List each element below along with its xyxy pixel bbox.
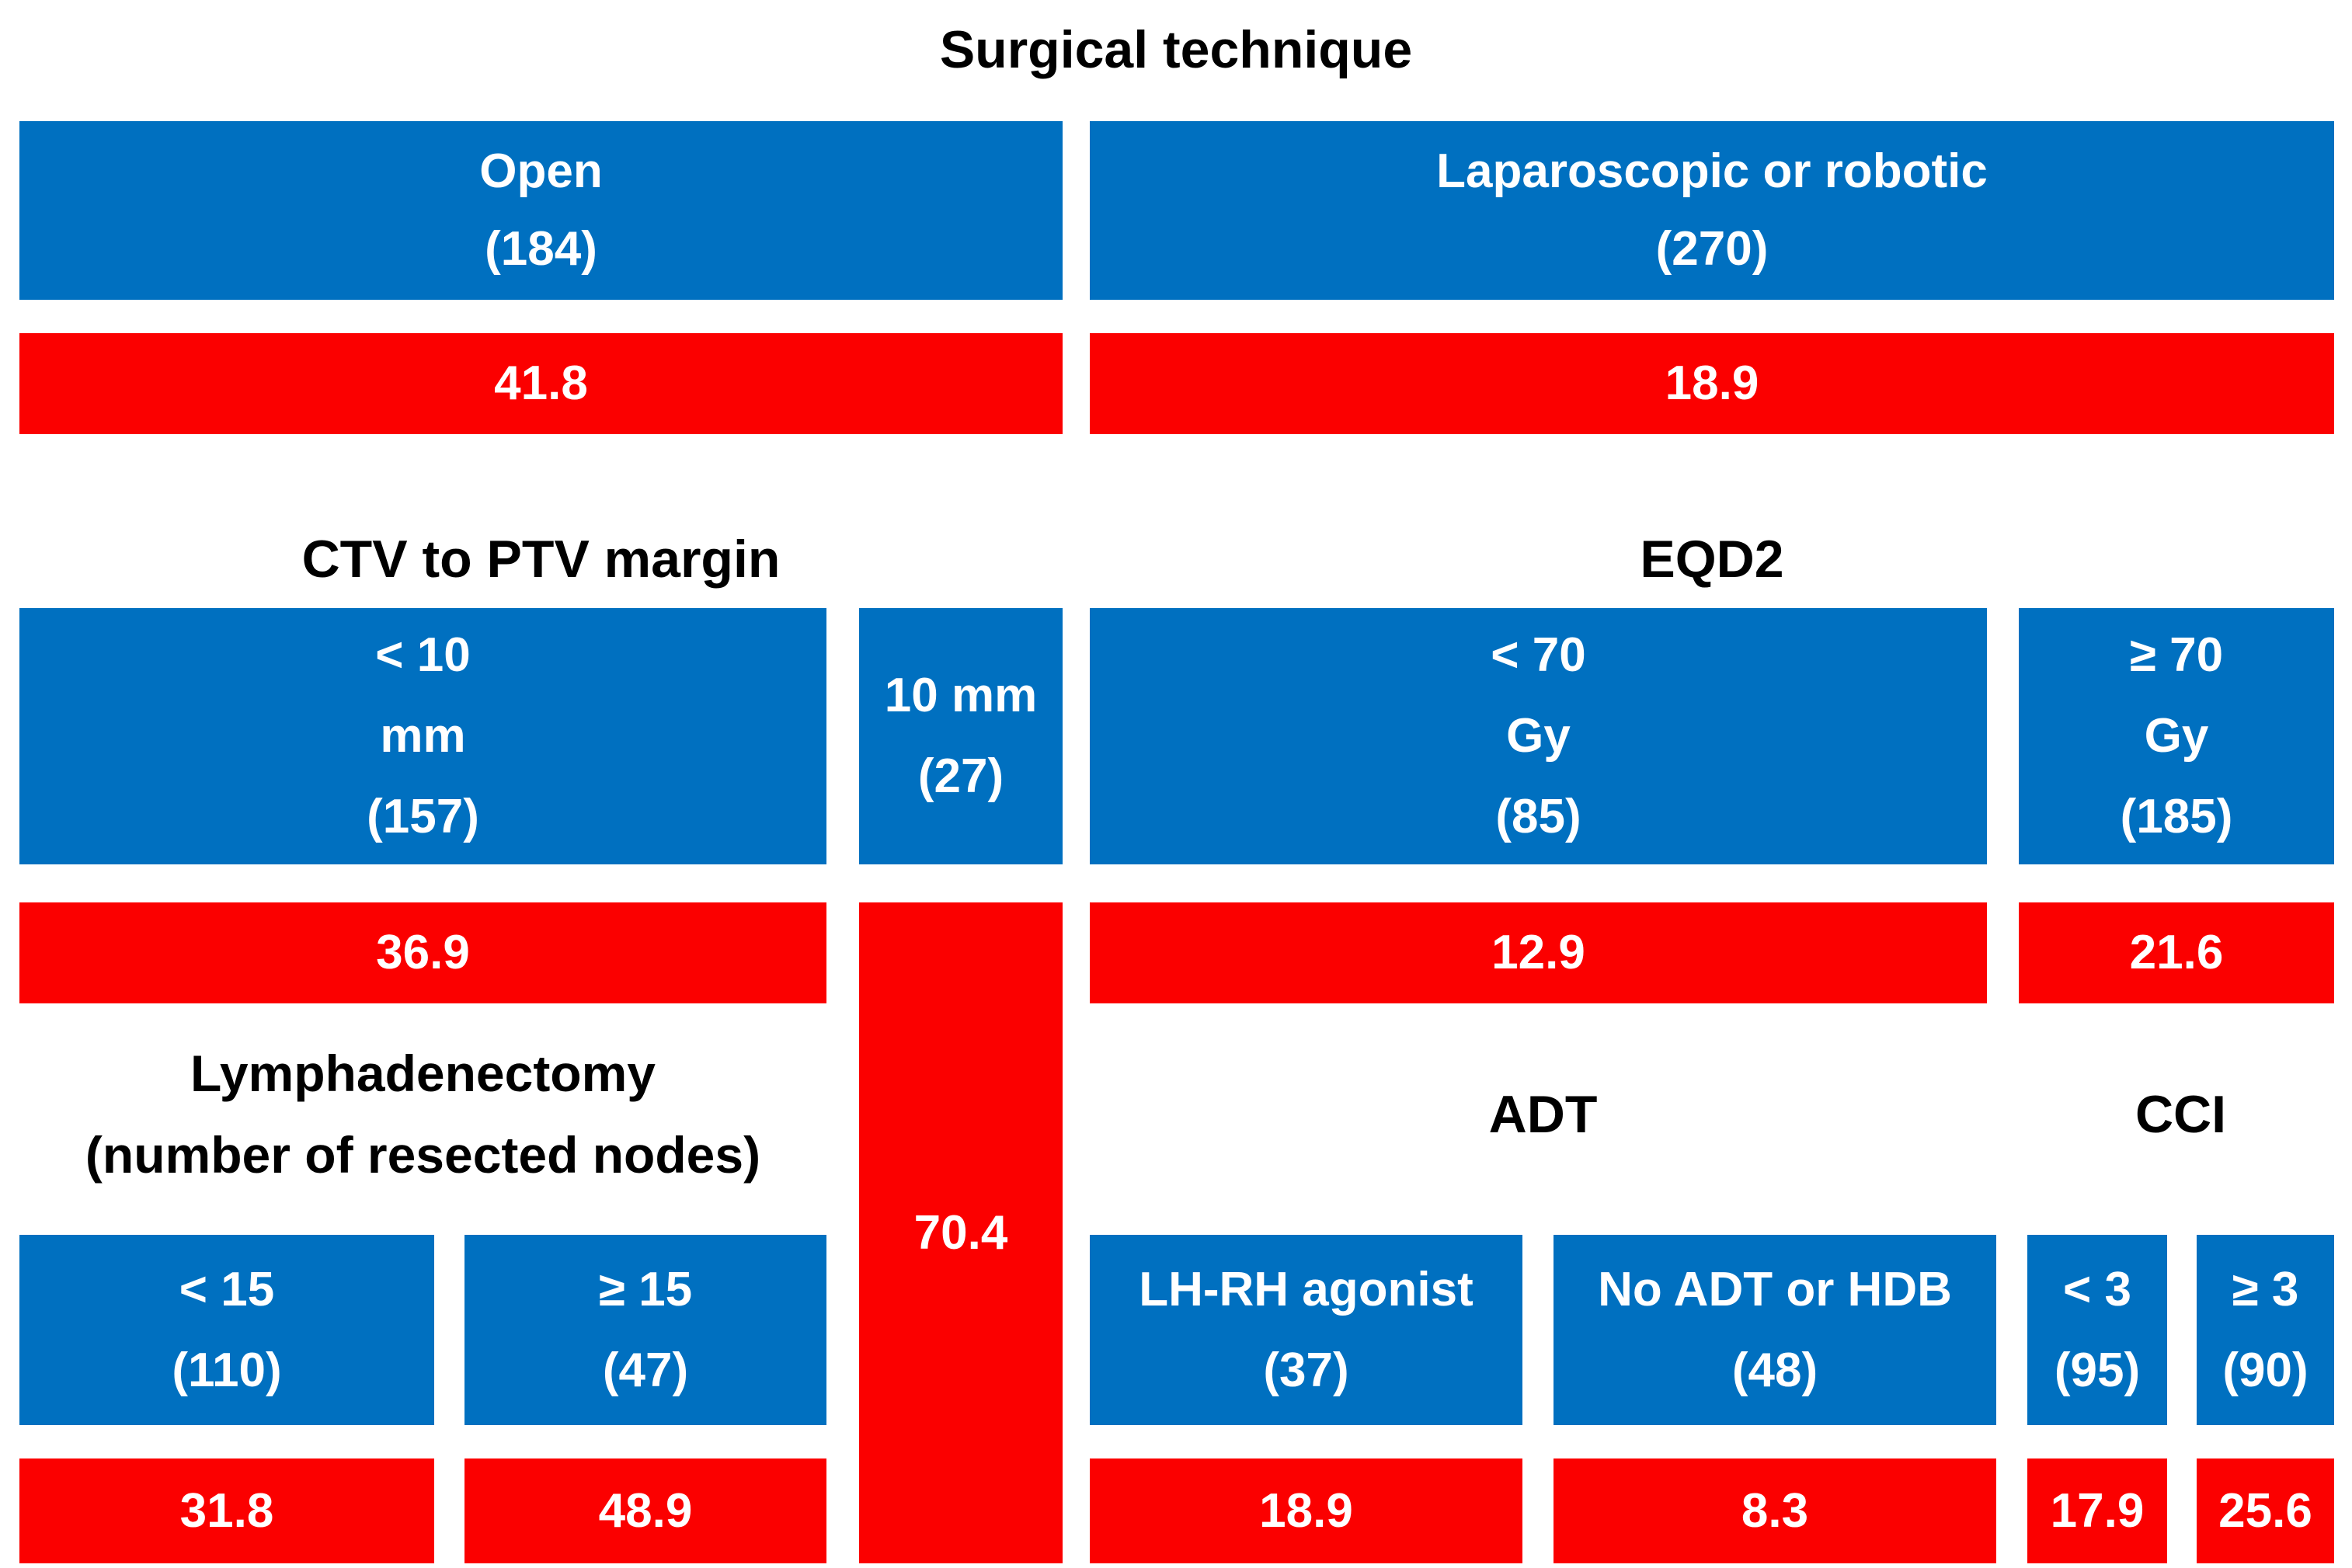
group-count: (27) <box>917 749 1004 803</box>
value-bar-ctv-lt10mm: 36.9 <box>19 902 826 1003</box>
group-label: < 70 <box>1491 628 1586 682</box>
group-box-nodes-ge15: ≥ 15 (47) <box>464 1235 826 1425</box>
value-label: 36.9 <box>376 926 470 979</box>
group-box-laparoscopic: Laparoscopic or robotic (270) <box>1090 121 2334 300</box>
value-label: 18.9 <box>1259 1483 1353 1538</box>
panel-header-ctv-ptv-margin: CTV to PTV margin <box>301 530 781 589</box>
group-count: (110) <box>172 1343 282 1397</box>
value-label: 48.9 <box>598 1483 693 1538</box>
value-label: 21.6 <box>2129 926 2224 979</box>
group-label: 10 mm <box>884 669 1038 722</box>
group-count: (184) <box>485 222 597 276</box>
group-count: (270) <box>1655 222 1769 276</box>
group-label: LH-RH agonist <box>1139 1262 1473 1316</box>
group-label: Open <box>479 144 603 198</box>
group-label: ≥ 15 <box>598 1262 693 1316</box>
value-bar-laparoscopic: 18.9 <box>1090 333 2334 434</box>
value-bar-nodes-ge15: 48.9 <box>464 1458 826 1563</box>
group-box-open: Open (184) <box>19 121 1063 300</box>
value-bar-eqd2-ge70gy: 21.6 <box>2019 902 2334 1003</box>
value-bar-open: 41.8 <box>19 333 1063 434</box>
value-bar-adt-lhrh-agonist: 18.9 <box>1090 1458 1522 1563</box>
value-label: 8.3 <box>1741 1483 1809 1538</box>
group-label: Laparoscopic or robotic <box>1436 144 1988 198</box>
value-bar-eqd2-lt70gy: 12.9 <box>1090 902 1987 1003</box>
value-label: 25.6 <box>2218 1483 2312 1538</box>
group-count: (157) <box>367 790 479 843</box>
panel-header-adt: ADT <box>1488 1085 1598 1144</box>
value-bar-cci-lt3: 17.9 <box>2027 1458 2167 1563</box>
value-bar-adt-none-or-hdb: 8.3 <box>1554 1458 1996 1563</box>
value-label: 12.9 <box>1491 926 1585 979</box>
figure-title: Surgical technique <box>939 20 1413 79</box>
group-label: No ADT or HDB <box>1598 1262 1952 1316</box>
value-label: 31.8 <box>179 1483 274 1538</box>
value-bar-ctv-10mm: 70.4 <box>859 902 1063 1563</box>
value-label: 70.4 <box>913 1205 1008 1260</box>
panel-header-eqd2: EQD2 <box>1640 530 1784 589</box>
panel-header-cci: CCI <box>2135 1085 2227 1144</box>
value-bar-nodes-lt15: 31.8 <box>19 1458 434 1563</box>
panel-header-line: (number of resected nodes) <box>85 1126 761 1184</box>
group-box-nodes-lt15: < 15 (110) <box>19 1235 434 1425</box>
value-label: 17.9 <box>2050 1483 2145 1538</box>
group-count: (185) <box>2120 790 2233 843</box>
group-box-ctv-lt10mm: < 10 mm (157) <box>19 608 826 864</box>
group-label: < 15 <box>179 1262 275 1316</box>
group-label: mm <box>380 709 466 763</box>
group-label: < 3 <box>2063 1262 2131 1316</box>
group-count: (85) <box>1495 790 1581 843</box>
group-box-eqd2-lt70gy: < 70 Gy (85) <box>1090 608 1987 864</box>
panel-header-lymphadenectomy: Lymphadenectomy (number of resected node… <box>19 1033 826 1196</box>
group-box-adt-none-or-hdb: No ADT or HDB (48) <box>1554 1235 1996 1425</box>
value-label: 41.8 <box>494 356 588 410</box>
group-box-ctv-10mm: 10 mm (27) <box>859 608 1063 864</box>
group-label: Gy <box>1506 709 1571 763</box>
group-label: ≥ 70 <box>2129 628 2224 682</box>
group-label: Gy <box>2144 709 2209 763</box>
panel-header-line: Lymphadenectomy <box>190 1045 656 1102</box>
group-count: (90) <box>2222 1343 2309 1397</box>
group-label: < 10 <box>375 628 471 682</box>
value-label: 18.9 <box>1665 356 1759 410</box>
group-label: ≥ 3 <box>2232 1262 2299 1316</box>
group-count: (95) <box>2054 1343 2141 1397</box>
group-count: (48) <box>1731 1343 1818 1397</box>
group-count: (47) <box>602 1343 689 1397</box>
group-box-cci-lt3: < 3 (95) <box>2027 1235 2167 1425</box>
group-box-adt-lhrh-agonist: LH-RH agonist (37) <box>1090 1235 1522 1425</box>
value-bar-cci-ge3: 25.6 <box>2197 1458 2334 1563</box>
group-box-cci-ge3: ≥ 3 (90) <box>2197 1235 2334 1425</box>
group-box-eqd2-ge70gy: ≥ 70 Gy (185) <box>2019 608 2334 864</box>
group-count: (37) <box>1263 1343 1349 1397</box>
